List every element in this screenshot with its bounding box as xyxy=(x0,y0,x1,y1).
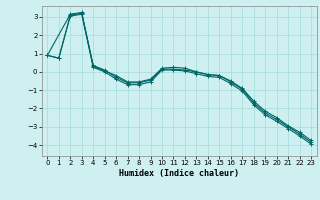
X-axis label: Humidex (Indice chaleur): Humidex (Indice chaleur) xyxy=(119,169,239,178)
